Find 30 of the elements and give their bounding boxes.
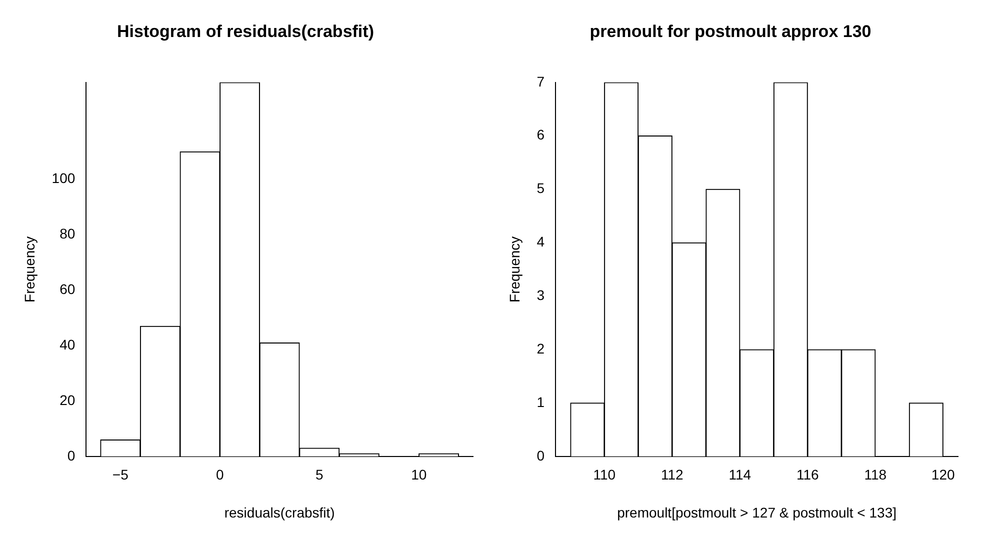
x-tick-label: 114: [728, 466, 752, 483]
y-tick-label: 5: [536, 180, 545, 196]
y-axis-title: Frequency: [21, 236, 38, 302]
x-tick-label: 120: [931, 466, 955, 483]
y-tick-label: 7: [536, 73, 545, 90]
x-tick-label: 116: [796, 466, 819, 483]
x-tick-label: −5: [112, 466, 129, 483]
y-tick-label: 4: [536, 234, 545, 250]
y-tick-label: 20: [60, 392, 76, 408]
x-tick-label: 10: [411, 466, 427, 483]
chart-title: Histogram of residuals(crabsfit): [117, 22, 374, 41]
y-tick-label: 60: [60, 281, 76, 298]
y-tick-label: 2: [536, 340, 545, 356]
y-axis-title: Frequency: [506, 236, 522, 302]
x-tick-label: 110: [593, 466, 616, 483]
y-tick-label: 40: [60, 336, 76, 352]
x-tick-label: 5: [315, 466, 324, 483]
x-axis-title: residuals(crabsfit): [224, 504, 335, 520]
y-tick-label: 100: [52, 170, 76, 186]
x-tick-label: 118: [864, 466, 887, 483]
x-tick-label: 112: [660, 466, 684, 483]
y-tick-label: 0: [536, 447, 545, 464]
y-tick-label: 1: [536, 394, 545, 410]
x-axis-title: premoult[postmoult > 127 & postmoult < 133]: [617, 504, 896, 520]
y-tick-label: 0: [67, 447, 76, 464]
x-tick-label: 0: [216, 466, 224, 483]
y-tick-label: 80: [60, 226, 76, 242]
chart-title: premoult for postmoult approx 130: [590, 22, 872, 41]
y-tick-label: 6: [536, 126, 545, 143]
y-tick-label: 3: [536, 286, 545, 303]
